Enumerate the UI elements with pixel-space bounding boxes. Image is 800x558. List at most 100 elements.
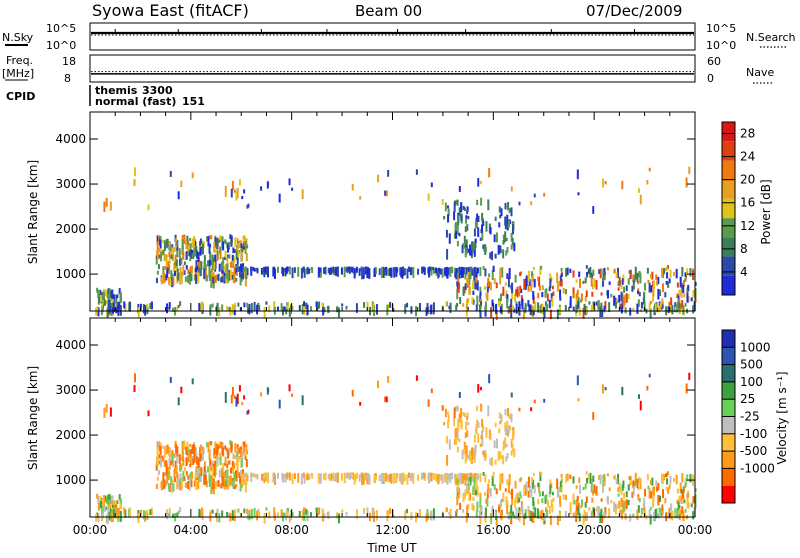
power-echo-833 bbox=[584, 277, 587, 284]
power-echo-457 bbox=[475, 268, 478, 278]
velocity-colorbar-swatch-1 bbox=[722, 468, 735, 486]
velocity-echo-675 bbox=[463, 448, 466, 455]
power-echo-672 bbox=[464, 207, 467, 212]
power-echo-821 bbox=[589, 266, 592, 278]
power-echo-261 bbox=[189, 266, 192, 276]
velocity-echo-827 bbox=[572, 493, 575, 505]
power-echo-1310 bbox=[359, 196, 362, 200]
velocity-echo-305 bbox=[183, 440, 186, 450]
velocity-echo-944 bbox=[621, 484, 624, 491]
velocity-echo-167 bbox=[173, 476, 176, 483]
power-echo-668 bbox=[491, 251, 494, 261]
velocity-echo-674 bbox=[474, 427, 477, 434]
power-echo-1259 bbox=[106, 307, 109, 319]
power-echo-1191 bbox=[636, 303, 639, 314]
velocity-echo-128 bbox=[174, 460, 177, 470]
velocity-echo-1122 bbox=[291, 511, 294, 517]
power-echo-222 bbox=[199, 260, 202, 267]
power-echo-807 bbox=[527, 299, 530, 307]
power-echo-1328 bbox=[621, 180, 624, 190]
velocity-echo-847 bbox=[556, 486, 559, 498]
power-echo-951 bbox=[595, 280, 598, 290]
velocity-echo-1158 bbox=[253, 507, 256, 518]
power-echo-1051 bbox=[615, 272, 618, 279]
velocity-echo-363 bbox=[229, 475, 232, 486]
velocity-echo-255 bbox=[174, 467, 177, 475]
power-echo-390 bbox=[185, 251, 188, 260]
velocity-echo-1261 bbox=[250, 508, 253, 520]
power-colorbar-swatch-5 bbox=[722, 179, 735, 199]
velocity-echo-1313 bbox=[243, 395, 246, 400]
power-echo-143 bbox=[220, 277, 223, 283]
velocity-echo-1299 bbox=[278, 399, 281, 409]
velocity-echo-560 bbox=[383, 473, 386, 482]
velocity-echo-776 bbox=[479, 515, 482, 525]
power-echo-184 bbox=[236, 264, 239, 273]
velocity-echo-851 bbox=[515, 507, 518, 511]
velocity-echo-1227 bbox=[142, 510, 145, 520]
velocity-echo-1277 bbox=[676, 510, 679, 519]
velocity-echo-896 bbox=[662, 489, 665, 499]
velocity-echo-366 bbox=[228, 460, 231, 465]
power-echo-1161 bbox=[479, 301, 482, 306]
power-echo-370 bbox=[195, 273, 198, 285]
velocity-echo-1035 bbox=[682, 490, 685, 500]
power-echo-175 bbox=[171, 273, 174, 280]
power-echo-54 bbox=[110, 289, 113, 295]
power-echo-206 bbox=[237, 252, 240, 257]
power-echo-1287 bbox=[597, 301, 600, 311]
velocity-echo-1102 bbox=[345, 511, 348, 516]
velocity-echo-296 bbox=[198, 473, 201, 479]
power-echo-471 bbox=[362, 267, 365, 278]
power-echo-665 bbox=[503, 234, 506, 243]
velocity-echo-852 bbox=[550, 499, 553, 508]
power-echo-852 bbox=[550, 293, 553, 302]
power-echo-902 bbox=[639, 272, 642, 284]
noise-frame bbox=[89, 22, 696, 51]
velocity-echo-879 bbox=[664, 498, 667, 504]
power-echo-842 bbox=[660, 306, 663, 310]
velocity-echo-1181 bbox=[449, 508, 452, 520]
power-echo-1335 bbox=[377, 174, 380, 183]
velocity-echo-608 bbox=[348, 472, 351, 476]
velocity-echo-59 bbox=[100, 501, 103, 508]
velocity-echo-236 bbox=[217, 479, 220, 488]
velocity-echo-1018 bbox=[521, 504, 524, 516]
power-echo-891 bbox=[499, 267, 502, 278]
velocity-echo-706 bbox=[510, 450, 513, 456]
power-echo-567 bbox=[332, 266, 335, 273]
power-echo-1248 bbox=[499, 306, 502, 314]
velocity-echo-567 bbox=[332, 472, 335, 479]
velocity-echo-1159 bbox=[575, 510, 578, 519]
velocity-echo-105 bbox=[157, 470, 160, 475]
velocity-echo-673 bbox=[473, 452, 476, 463]
power-echo-737 bbox=[501, 267, 504, 278]
velocity-echo-1051 bbox=[615, 478, 618, 485]
velocity-echo-655 bbox=[506, 453, 509, 459]
velocity-echo-334 bbox=[159, 445, 162, 452]
velocity-colorbar-label-3: 25 bbox=[740, 392, 755, 406]
velocity-colorbar-label: Velocity [m s⁻¹] bbox=[775, 371, 789, 464]
power-echo-703 bbox=[510, 207, 513, 217]
power-echo-761 bbox=[556, 309, 559, 320]
power-echo-906 bbox=[514, 274, 517, 283]
velocity-echo-1100 bbox=[257, 508, 260, 514]
power-echo-492 bbox=[380, 267, 383, 278]
power-echo-350 bbox=[188, 276, 191, 285]
velocity-echo-917 bbox=[471, 503, 474, 511]
power-echo-610 bbox=[506, 227, 509, 231]
velocity-echo-942 bbox=[527, 490, 530, 498]
power-echo-547 bbox=[245, 268, 248, 278]
velocity-echo-761 bbox=[556, 515, 559, 526]
velocity-echo-728 bbox=[480, 435, 483, 440]
velocity-echo-968 bbox=[661, 507, 664, 515]
power-echo-937 bbox=[663, 268, 666, 275]
power-echo-828 bbox=[657, 276, 660, 285]
velocity-echo-85 bbox=[204, 470, 207, 478]
velocity-echo-855 bbox=[465, 515, 468, 523]
velocity-echo-1323 bbox=[266, 387, 269, 395]
power-echo-562 bbox=[322, 267, 325, 274]
power-echo-791 bbox=[682, 280, 685, 287]
velocity-echo-1068 bbox=[466, 505, 469, 516]
